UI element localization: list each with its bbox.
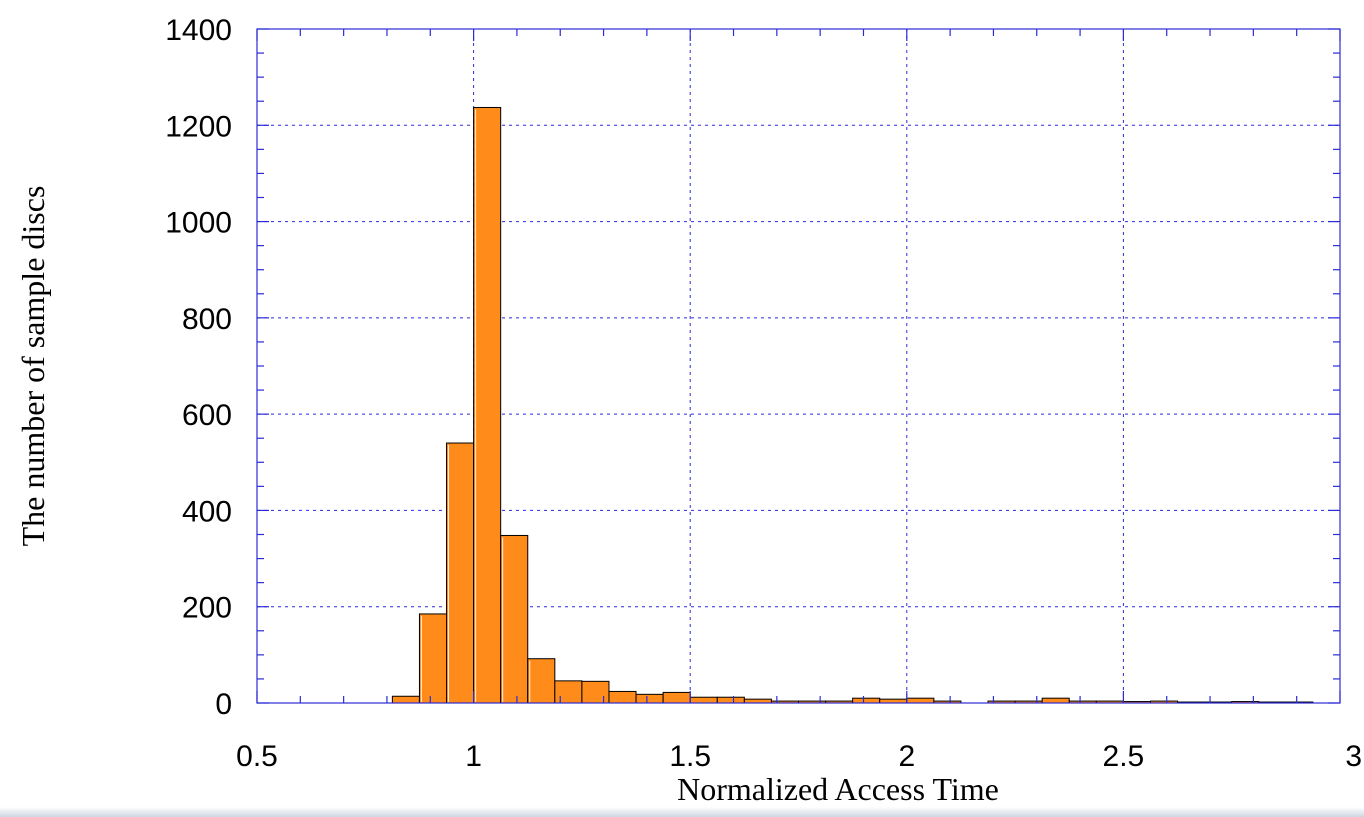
plot-frame	[256, 28, 1341, 704]
y-tick-label-3: 600	[182, 399, 232, 432]
y-tick-labels: 0 200 400 600 800 1000 1200 1400	[165, 14, 232, 721]
histogram-bar-10	[662, 691, 691, 704]
x-tick-label-5: 3	[1345, 740, 1362, 773]
histogram-bar-17	[852, 697, 881, 704]
axis-ticks	[256, 28, 1341, 704]
histogram-bar-4	[500, 534, 529, 704]
y-tick-label-2: 400	[182, 495, 232, 528]
histogram-bar-9	[635, 693, 664, 704]
x-axis-title: Normalized Access Time	[677, 771, 999, 807]
histogram-bar-2	[446, 442, 475, 704]
grid-lines	[257, 29, 1340, 703]
y-tick-label-4: 800	[182, 303, 232, 336]
y-tick-label-5: 1000	[165, 207, 232, 240]
histogram-bar-6	[554, 680, 583, 704]
histogram-bar-24	[1041, 697, 1070, 704]
y-tick-label-0: 0	[215, 688, 232, 721]
histogram-bar-1	[418, 613, 448, 704]
histogram-bars	[391, 106, 1314, 704]
y-axis-title: The number of sample discs	[15, 186, 51, 547]
x-tick-label-1: 1	[465, 740, 482, 773]
histogram-bar-11	[689, 696, 718, 704]
y-tick-label-1: 200	[182, 592, 232, 625]
x-tick-label-0: 0.5	[236, 740, 278, 773]
y-tick-label-7: 1400	[165, 14, 232, 47]
x-tick-label-3: 2	[898, 740, 915, 773]
histogram-bar-19	[906, 697, 935, 704]
histogram-bar-5	[527, 658, 556, 704]
x-tick-label-4: 2.5	[1103, 740, 1145, 773]
histogram-bar-8	[608, 690, 637, 704]
x-tick-label-2: 1.5	[669, 740, 711, 773]
y-tick-label-6: 1200	[165, 110, 232, 143]
histogram-bar-0	[391, 695, 420, 704]
histogram-bar-3	[473, 106, 502, 704]
histogram-bar-7	[581, 680, 610, 704]
histogram-bar-12	[716, 696, 745, 704]
slide-footer-band	[0, 807, 1364, 817]
x-tick-labels: 0.5 1 1.5 2 2.5 3	[236, 740, 1362, 773]
